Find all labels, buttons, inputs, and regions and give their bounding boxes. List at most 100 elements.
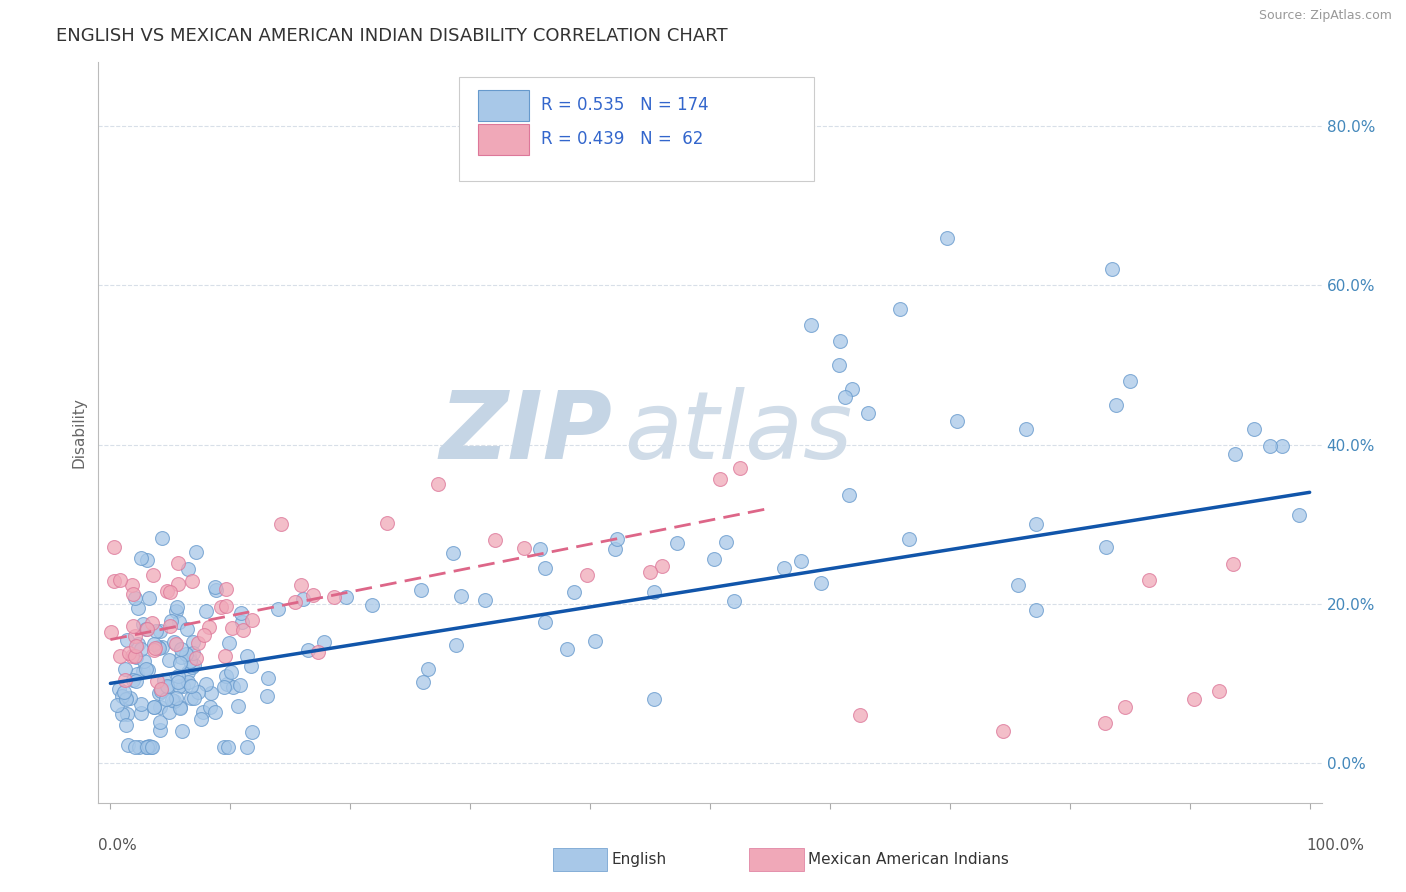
Point (231, 615, 253, 629)
Point (266, 602, 288, 616)
Point (723, 594, 745, 608)
Point (132, 665, 155, 679)
Point (149, 681, 172, 696)
Point (111, 706, 134, 721)
Point (156, 679, 179, 693)
Point (125, 673, 148, 688)
Point (229, 678, 252, 692)
Point (1258, 440, 1281, 454)
Point (105, 698, 128, 713)
Point (163, 634, 186, 648)
Point (993, 724, 1015, 739)
Point (643, 585, 665, 599)
Point (222, 680, 245, 694)
Point (108, 682, 131, 697)
Point (240, 659, 263, 673)
Point (1243, 422, 1265, 436)
Point (159, 619, 181, 633)
Point (103, 574, 125, 589)
Point (159, 705, 181, 719)
Point (533, 615, 555, 629)
Point (165, 637, 187, 651)
Point (416, 662, 439, 676)
Point (180, 574, 202, 588)
Point (139, 740, 162, 755)
Point (194, 604, 217, 618)
Point (156, 584, 179, 599)
Point (145, 674, 167, 689)
Point (638, 565, 661, 579)
Point (135, 622, 157, 636)
Point (191, 705, 214, 719)
Point (643, 692, 665, 706)
Point (772, 560, 794, 574)
Point (450, 590, 472, 604)
Point (167, 556, 190, 570)
Point (848, 708, 870, 723)
Point (709, 472, 731, 486)
Point (360, 598, 382, 612)
Point (114, 662, 136, 676)
Point (169, 679, 191, 693)
Point (828, 334, 851, 348)
Point (177, 674, 200, 689)
Point (1288, 508, 1310, 522)
Point (176, 647, 198, 661)
Point (284, 594, 307, 608)
Point (513, 541, 536, 555)
Point (936, 230, 959, 244)
Point (141, 616, 163, 631)
Point (841, 382, 863, 396)
Point (149, 723, 172, 738)
Point (120, 691, 142, 706)
Text: Mexican American Indians: Mexican American Indians (808, 853, 1010, 867)
Point (1101, 262, 1123, 277)
Point (181, 646, 204, 660)
Point (115, 632, 138, 647)
Point (181, 634, 204, 648)
Point (115, 718, 138, 732)
Point (714, 535, 737, 549)
Point (135, 740, 157, 755)
Point (121, 578, 143, 592)
Point (129, 551, 152, 566)
Point (125, 666, 148, 681)
Point (270, 517, 292, 532)
Point (135, 663, 157, 677)
Point (226, 698, 249, 713)
Point (441, 546, 464, 560)
Point (187, 684, 209, 698)
Point (204, 705, 226, 719)
Point (138, 591, 160, 605)
FancyBboxPatch shape (478, 124, 529, 155)
Point (195, 677, 218, 691)
Point (205, 582, 228, 597)
Point (150, 531, 173, 545)
Point (856, 406, 879, 420)
Point (240, 725, 263, 739)
Point (183, 691, 205, 706)
Point (529, 542, 551, 557)
Point (165, 604, 187, 618)
Point (212, 740, 235, 755)
Point (200, 699, 222, 714)
Text: atlas: atlas (624, 387, 852, 478)
Point (583, 634, 606, 648)
Point (138, 739, 160, 753)
Point (322, 590, 344, 604)
Point (100, 624, 122, 639)
Point (112, 685, 135, 699)
Point (828, 358, 851, 372)
Point (172, 679, 194, 693)
Point (103, 541, 125, 555)
Point (159, 585, 181, 599)
Point (132, 616, 155, 631)
Point (118, 647, 141, 661)
Point (165, 690, 187, 705)
Point (124, 740, 146, 755)
Point (142, 700, 165, 714)
Point (1225, 447, 1247, 461)
Point (335, 591, 357, 605)
Point (129, 641, 152, 656)
Text: 0.0%: 0.0% (98, 838, 138, 854)
